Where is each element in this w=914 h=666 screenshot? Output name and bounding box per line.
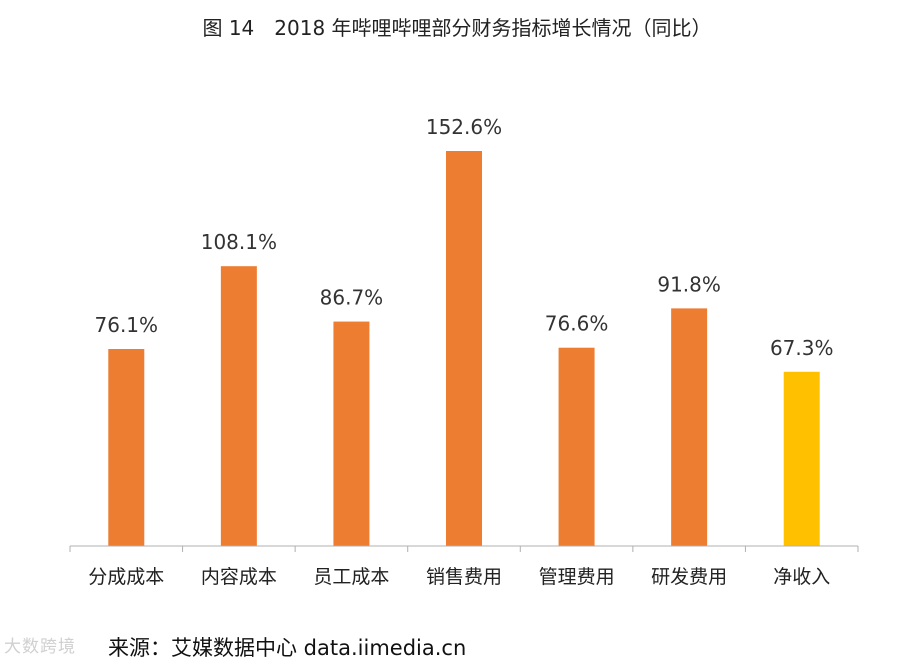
bar [220, 266, 257, 546]
watermark-text: 大数跨境 [4, 637, 76, 657]
category-label: 研发费用 [651, 566, 727, 588]
chart-title: 图 14 2018 年哔哩哔哩部分财务指标增长情况（同比） [202, 16, 712, 40]
bar [446, 151, 482, 546]
bar [333, 321, 370, 546]
category-label: 管理费用 [539, 566, 615, 588]
bar [783, 371, 820, 546]
category-label: 销售费用 [426, 566, 502, 588]
data-label: 108.1% [201, 230, 277, 254]
x-axis [69, 545, 859, 552]
category-label: 内容成本 [201, 566, 277, 588]
category-label: 员工成本 [313, 566, 389, 588]
data-label: 152.6% [426, 115, 502, 139]
bar [108, 349, 145, 546]
data-label: 76.1% [95, 313, 159, 337]
bar [671, 308, 708, 546]
category-label: 净收入 [773, 566, 830, 588]
value-labels-group: 76.1% 108.1% 86.7% 152.6% 76.6% 91.8% 67.3% [95, 115, 834, 360]
category-label: 分成成本 [88, 566, 164, 588]
source-note: 来源：艾媒数据中心 data.iimedia.cn [108, 636, 467, 660]
data-label: 86.7% [320, 286, 384, 310]
bars-group [108, 151, 820, 546]
category-labels-group: 分成成本 内容成本 员工成本 销售费用 管理费用 研发费用 净收入 [88, 566, 830, 588]
bar [558, 347, 595, 546]
data-label: 91.8% [657, 272, 721, 296]
data-label: 67.3% [770, 336, 834, 360]
data-label: 76.6% [545, 312, 609, 336]
